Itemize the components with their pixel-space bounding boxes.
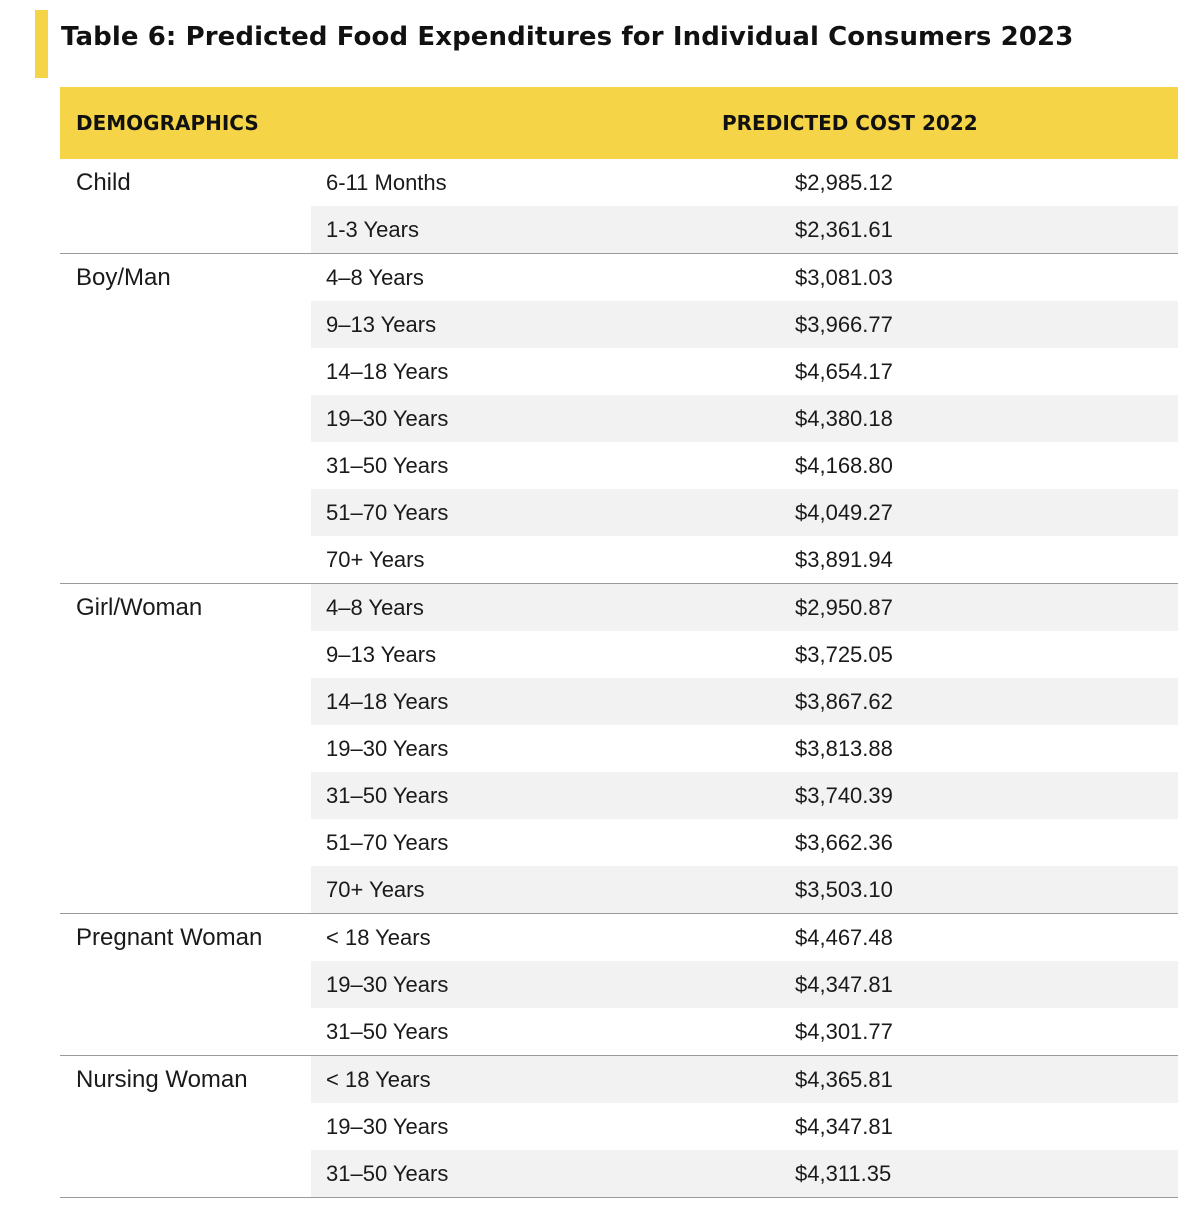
predicted-cost-cell: $3,662.36 bbox=[795, 830, 893, 855]
age-range-cell: 51–70 Years bbox=[326, 830, 449, 855]
table-row: 31–50 Years $4,301.77 bbox=[311, 1008, 1178, 1055]
predicted-cost-cell: $4,049.27 bbox=[795, 500, 893, 525]
table-row: < 18 Years $4,365.81 bbox=[311, 1056, 1178, 1103]
age-range-cell: 31–50 Years bbox=[326, 783, 449, 808]
age-range-cell: 70+ Years bbox=[326, 877, 425, 902]
table-row: 70+ Years $3,891.94 bbox=[311, 536, 1178, 583]
title-accent-bar bbox=[35, 10, 48, 78]
table-row: 14–18 Years $4,654.17 bbox=[311, 348, 1178, 395]
group-label: Child bbox=[76, 169, 131, 196]
table-row: 31–50 Years $4,168.80 bbox=[311, 442, 1178, 489]
age-range-cell: 31–50 Years bbox=[326, 1019, 449, 1044]
predicted-cost-cell: $3,503.10 bbox=[795, 877, 893, 902]
predicted-cost-cell: $2,361.61 bbox=[795, 217, 893, 242]
table-row: 19–30 Years $3,813.88 bbox=[311, 725, 1178, 772]
header-predicted-cost: PREDICTED COST 2022 bbox=[722, 111, 978, 135]
table-row: < 18 Years $4,467.48 bbox=[311, 914, 1178, 961]
table-row: 19–30 Years $4,347.81 bbox=[311, 961, 1178, 1008]
predicted-cost-cell: $4,311.35 bbox=[795, 1161, 892, 1186]
table-group: Pregnant Woman < 18 Years $4,467.48 19–30 Y… bbox=[60, 914, 1178, 1056]
group-label: Nursing Woman bbox=[76, 1066, 248, 1093]
predicted-cost-cell: $3,966.77 bbox=[795, 312, 893, 337]
age-range-cell: 19–30 Years bbox=[326, 406, 449, 431]
table-row: 4–8 Years $2,950.87 bbox=[311, 584, 1178, 631]
age-range-cell: 14–18 Years bbox=[326, 359, 449, 384]
table-row: 19–30 Years $4,380.18 bbox=[311, 395, 1178, 442]
table-row: 4–8 Years $3,081.03 bbox=[311, 254, 1178, 301]
table-group: Child 6-11 Months $2,985.12 1-3 Years $2,361… bbox=[60, 159, 1178, 254]
age-range-cell: 31–50 Years bbox=[326, 453, 449, 478]
predicted-cost-cell: $3,725.05 bbox=[795, 642, 893, 667]
table-group: Girl/Woman 4–8 Years $2,950.87 9–13 Years $3… bbox=[60, 584, 1178, 914]
age-range-cell: 4–8 Years bbox=[326, 265, 424, 290]
age-range-cell: 9–13 Years bbox=[326, 642, 437, 667]
group-label: Girl/Woman bbox=[76, 594, 203, 621]
predicted-cost-cell: $4,347.81 bbox=[795, 972, 893, 997]
age-range-cell: 1-3 Years bbox=[326, 217, 419, 242]
table-title-block: Table 6: Predicted Food Expenditures for… bbox=[35, 10, 1185, 78]
age-range-cell: < 18 Years bbox=[326, 925, 431, 950]
table-body: Child 6-11 Months $2,985.12 1-3 Years $2,361… bbox=[60, 159, 1178, 1198]
predicted-cost-cell: $4,168.80 bbox=[795, 453, 893, 478]
age-range-cell: 9–13 Years bbox=[326, 312, 437, 337]
predicted-cost-cell: $3,891.94 bbox=[795, 547, 893, 572]
predicted-cost-cell: $3,740.39 bbox=[795, 783, 893, 808]
age-range-cell: 31–50 Years bbox=[326, 1161, 449, 1186]
table-row: 70+ Years $3,503.10 bbox=[311, 866, 1178, 913]
header-demographics: DEMOGRAPHICS bbox=[76, 111, 259, 135]
table-row: 31–50 Years $4,311.35 bbox=[311, 1150, 1178, 1197]
table-header: DEMOGRAPHICS PREDICTED COST 2022 bbox=[60, 87, 1178, 159]
table-row: 9–13 Years $3,966.77 bbox=[311, 301, 1178, 348]
table-group: Boy/Man 4–8 Years $3,081.03 9–13 Years $3,96… bbox=[60, 254, 1178, 584]
predicted-cost-cell: $4,365.81 bbox=[795, 1067, 893, 1092]
predicted-cost-cell: $4,301.77 bbox=[795, 1019, 893, 1044]
table-row: 31–50 Years $3,740.39 bbox=[311, 772, 1178, 819]
predicted-cost-cell: $2,950.87 bbox=[795, 595, 893, 620]
table-row: 51–70 Years $4,049.27 bbox=[311, 489, 1178, 536]
table-row: 51–70 Years $3,662.36 bbox=[311, 819, 1178, 866]
table-row: 6-11 Months $2,985.12 bbox=[311, 159, 1178, 206]
predicted-cost-cell: $4,347.81 bbox=[795, 1114, 893, 1139]
predicted-cost-cell: $3,081.03 bbox=[795, 265, 893, 290]
predicted-cost-cell: $2,985.12 bbox=[795, 170, 893, 195]
group-label: Boy/Man bbox=[76, 264, 171, 291]
table-group: Nursing Woman < 18 Years $4,365.81 19–30 Ye… bbox=[60, 1056, 1178, 1198]
age-range-cell: 19–30 Years bbox=[326, 1114, 449, 1139]
age-range-cell: 6-11 Months bbox=[326, 170, 447, 195]
table-row: 9–13 Years $3,725.05 bbox=[311, 631, 1178, 678]
age-range-cell: 4–8 Years bbox=[326, 595, 424, 620]
age-range-cell: 51–70 Years bbox=[326, 500, 449, 525]
predicted-cost-cell: $4,467.48 bbox=[795, 925, 893, 950]
table-row: 1-3 Years $2,361.61 bbox=[311, 206, 1178, 253]
age-range-cell: 19–30 Years bbox=[326, 972, 449, 997]
table-title: Table 6: Predicted Food Expenditures for… bbox=[61, 22, 1074, 52]
age-range-cell: 14–18 Years bbox=[326, 689, 449, 714]
table-row: 14–18 Years $3,867.62 bbox=[311, 678, 1178, 725]
expenditure-table: DEMOGRAPHICS PREDICTED COST 2022 Child 6-… bbox=[60, 87, 1178, 1198]
age-range-cell: 70+ Years bbox=[326, 547, 425, 572]
predicted-cost-cell: $3,813.88 bbox=[795, 736, 893, 761]
table-row: 19–30 Years $4,347.81 bbox=[311, 1103, 1178, 1150]
group-label: Pregnant Woman bbox=[76, 924, 263, 951]
age-range-cell: 19–30 Years bbox=[326, 736, 449, 761]
predicted-cost-cell: $4,654.17 bbox=[795, 359, 893, 384]
predicted-cost-cell: $3,867.62 bbox=[795, 689, 893, 714]
predicted-cost-cell: $4,380.18 bbox=[795, 406, 893, 431]
age-range-cell: < 18 Years bbox=[326, 1067, 431, 1092]
